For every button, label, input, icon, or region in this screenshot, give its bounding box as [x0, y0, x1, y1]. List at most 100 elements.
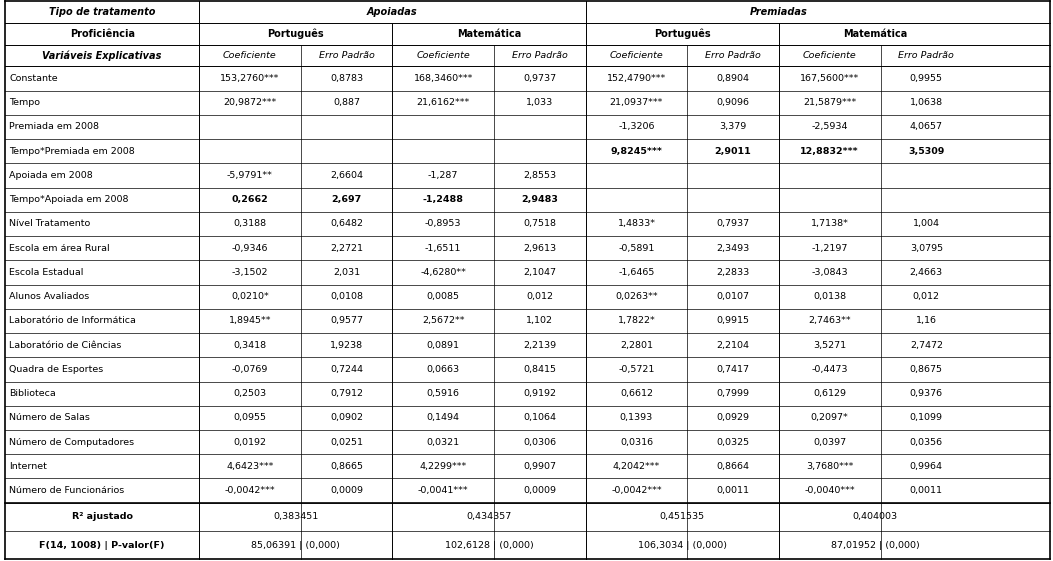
- Text: -1,3206: -1,3206: [618, 122, 655, 131]
- Text: -1,6511: -1,6511: [425, 243, 461, 252]
- Text: Coeficiente: Coeficiente: [610, 51, 663, 60]
- Text: 0,012: 0,012: [526, 292, 553, 301]
- Text: 0,6612: 0,6612: [620, 389, 653, 398]
- Text: 0,5916: 0,5916: [426, 389, 460, 398]
- Text: 2,4663: 2,4663: [910, 268, 942, 277]
- Text: Coeficiente: Coeficiente: [802, 51, 856, 60]
- Text: 0,6482: 0,6482: [330, 219, 363, 228]
- Text: Nível Tratamento: Nível Tratamento: [9, 219, 91, 228]
- Text: Português: Português: [267, 29, 324, 39]
- Text: 0,8904: 0,8904: [717, 74, 750, 83]
- Text: 0,383451: 0,383451: [273, 512, 318, 521]
- Text: 85,06391 | (0,000): 85,06391 | (0,000): [252, 541, 340, 550]
- Text: -0,8953: -0,8953: [425, 219, 461, 228]
- Text: 2,9483: 2,9483: [521, 195, 558, 204]
- Text: 0,1064: 0,1064: [523, 413, 556, 422]
- Text: 0,0929: 0,0929: [717, 413, 750, 422]
- Text: 0,0192: 0,0192: [234, 438, 266, 447]
- Text: F(14, 1008) | P-valor(F): F(14, 1008) | P-valor(F): [39, 541, 165, 550]
- Text: 9,8245***: 9,8245***: [611, 146, 662, 155]
- Text: 2,2801: 2,2801: [620, 341, 653, 350]
- Text: 12,8832***: 12,8832***: [800, 146, 859, 155]
- Text: 0,0108: 0,0108: [330, 292, 363, 301]
- Text: 0,8665: 0,8665: [330, 462, 363, 471]
- Text: 0,0011: 0,0011: [717, 486, 750, 495]
- Text: 0,9192: 0,9192: [523, 389, 556, 398]
- Text: 106,3034 | (0,000): 106,3034 | (0,000): [638, 541, 727, 550]
- Text: -0,0042***: -0,0042***: [611, 486, 661, 495]
- Text: 102,6128 | (0,000): 102,6128 | (0,000): [444, 541, 533, 550]
- Text: 0,9907: 0,9907: [523, 462, 556, 471]
- Text: 152,4790***: 152,4790***: [607, 74, 667, 83]
- Text: -0,0769: -0,0769: [232, 365, 269, 374]
- Text: 0,7999: 0,7999: [717, 389, 750, 398]
- Text: -1,287: -1,287: [428, 171, 458, 180]
- Text: 0,8664: 0,8664: [717, 462, 750, 471]
- Text: Laboratório de Ciências: Laboratório de Ciências: [9, 341, 122, 350]
- Text: Quadra de Esportes: Quadra de Esportes: [9, 365, 104, 374]
- Text: 21,5879***: 21,5879***: [803, 98, 856, 107]
- Text: 167,5600***: 167,5600***: [800, 74, 859, 83]
- Text: 0,9955: 0,9955: [910, 74, 942, 83]
- Text: 0,2662: 0,2662: [232, 195, 269, 204]
- Text: 20,9872***: 20,9872***: [223, 98, 277, 107]
- Text: 2,9011: 2,9011: [715, 146, 752, 155]
- Text: 0,8783: 0,8783: [330, 74, 363, 83]
- Text: Laboratório de Informática: Laboratório de Informática: [9, 316, 136, 325]
- Text: Premiadas: Premiadas: [750, 7, 808, 17]
- Text: Número de Funcionários: Número de Funcionários: [9, 486, 124, 495]
- Text: 1,004: 1,004: [913, 219, 940, 228]
- Text: 0,0356: 0,0356: [910, 438, 942, 447]
- Text: 2,1047: 2,1047: [523, 268, 556, 277]
- Text: 4,2042***: 4,2042***: [613, 462, 660, 471]
- Text: 0,887: 0,887: [333, 98, 360, 107]
- Text: -4,6280**: -4,6280**: [420, 268, 466, 277]
- Text: 0,0316: 0,0316: [620, 438, 653, 447]
- Text: 0,9915: 0,9915: [717, 316, 750, 325]
- Text: -3,1502: -3,1502: [232, 268, 269, 277]
- Text: 21,0937***: 21,0937***: [610, 98, 663, 107]
- Text: 2,3493: 2,3493: [716, 243, 750, 252]
- Text: 2,5672**: 2,5672**: [422, 316, 464, 325]
- Text: 1,4833*: 1,4833*: [617, 219, 655, 228]
- Text: 3,7680***: 3,7680***: [806, 462, 853, 471]
- Text: 2,031: 2,031: [333, 268, 360, 277]
- Text: Escola Estadual: Escola Estadual: [9, 268, 84, 277]
- Text: 0,0902: 0,0902: [330, 413, 363, 422]
- Text: 0,0210*: 0,0210*: [231, 292, 269, 301]
- Text: 0,0009: 0,0009: [330, 486, 363, 495]
- Text: 3,379: 3,379: [719, 122, 747, 131]
- Text: 21,6162***: 21,6162***: [417, 98, 470, 107]
- Text: 1,9238: 1,9238: [330, 341, 363, 350]
- Text: Número de Salas: Número de Salas: [9, 413, 91, 422]
- Text: 2,697: 2,697: [332, 195, 361, 204]
- Text: 0,451535: 0,451535: [659, 512, 704, 521]
- Text: 0,7937: 0,7937: [716, 219, 750, 228]
- Text: 0,2097*: 0,2097*: [811, 413, 849, 422]
- Text: 0,6129: 0,6129: [813, 389, 847, 398]
- Text: 0,7518: 0,7518: [523, 219, 556, 228]
- Text: 0,1393: 0,1393: [620, 413, 653, 422]
- Text: Proficiência: Proficiência: [69, 29, 135, 39]
- Text: Matemática: Matemática: [457, 29, 521, 39]
- Text: -0,0040***: -0,0040***: [804, 486, 855, 495]
- Text: 0,9096: 0,9096: [717, 98, 750, 107]
- Text: 2,9613: 2,9613: [523, 243, 556, 252]
- Text: 0,9376: 0,9376: [910, 389, 942, 398]
- Text: Internet: Internet: [9, 462, 47, 471]
- Text: 0,9737: 0,9737: [523, 74, 556, 83]
- Text: Erro Padrão: Erro Padrão: [706, 51, 761, 60]
- Text: 0,0251: 0,0251: [330, 438, 363, 447]
- Text: Tempo: Tempo: [9, 98, 40, 107]
- Text: Apoiada em 2008: Apoiada em 2008: [9, 171, 94, 180]
- Text: 3,5309: 3,5309: [908, 146, 945, 155]
- Text: 1,8945**: 1,8945**: [229, 316, 272, 325]
- Text: 0,0263**: 0,0263**: [615, 292, 658, 301]
- Text: 0,8675: 0,8675: [910, 365, 942, 374]
- Text: 2,2721: 2,2721: [330, 243, 363, 252]
- Text: R² ajustado: R² ajustado: [72, 512, 133, 521]
- Text: 2,7463**: 2,7463**: [809, 316, 851, 325]
- Text: Português: Português: [654, 29, 711, 39]
- Text: 0,404003: 0,404003: [853, 512, 898, 521]
- Text: Tempo*Apoiada em 2008: Tempo*Apoiada em 2008: [9, 195, 128, 204]
